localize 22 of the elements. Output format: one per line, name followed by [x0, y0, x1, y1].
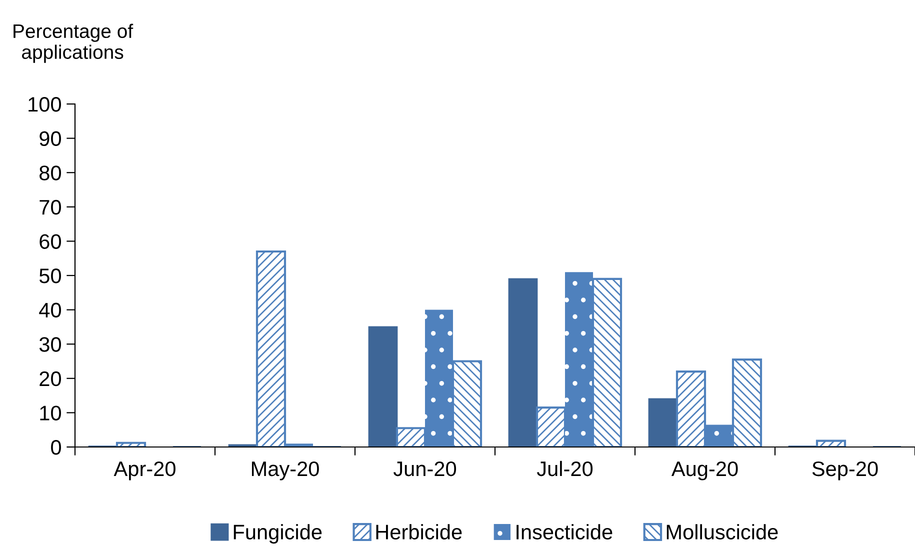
legend-label: Fungicide: [234, 524, 322, 544]
x-tick-label: May-20: [252, 461, 319, 480]
y-tick-label: 50: [39, 268, 61, 284]
y-tick-label: 60: [40, 234, 61, 249]
y-tick-label: 0: [51, 440, 61, 455]
y-tick-label: 100: [28, 97, 61, 112]
x-tick-label: Jul-20: [536, 460, 593, 476]
x-tick-label: Sep-20: [812, 461, 878, 480]
x-tick-label: Aug-20: [671, 461, 738, 480]
legend-label: Molluscicide: [666, 524, 778, 540]
y-tick-label: 30: [39, 337, 61, 352]
x-tick-label: Apr-20: [114, 461, 176, 480]
y-tick-label: 20: [40, 371, 61, 386]
legend-label: Insecticide: [516, 524, 612, 540]
y-tick-label: 80: [40, 166, 61, 180]
y-tick-label: 70: [40, 200, 61, 215]
y-tick-label: 90: [40, 131, 61, 146]
y-tick-label: 40: [39, 302, 61, 318]
y-axis-title: Percentage of applications: [14, 24, 134, 63]
x-tick-label: Jun-20: [393, 461, 456, 476]
y-tick-label: 10: [40, 406, 61, 420]
legend-label: Herbicide: [376, 524, 462, 540]
